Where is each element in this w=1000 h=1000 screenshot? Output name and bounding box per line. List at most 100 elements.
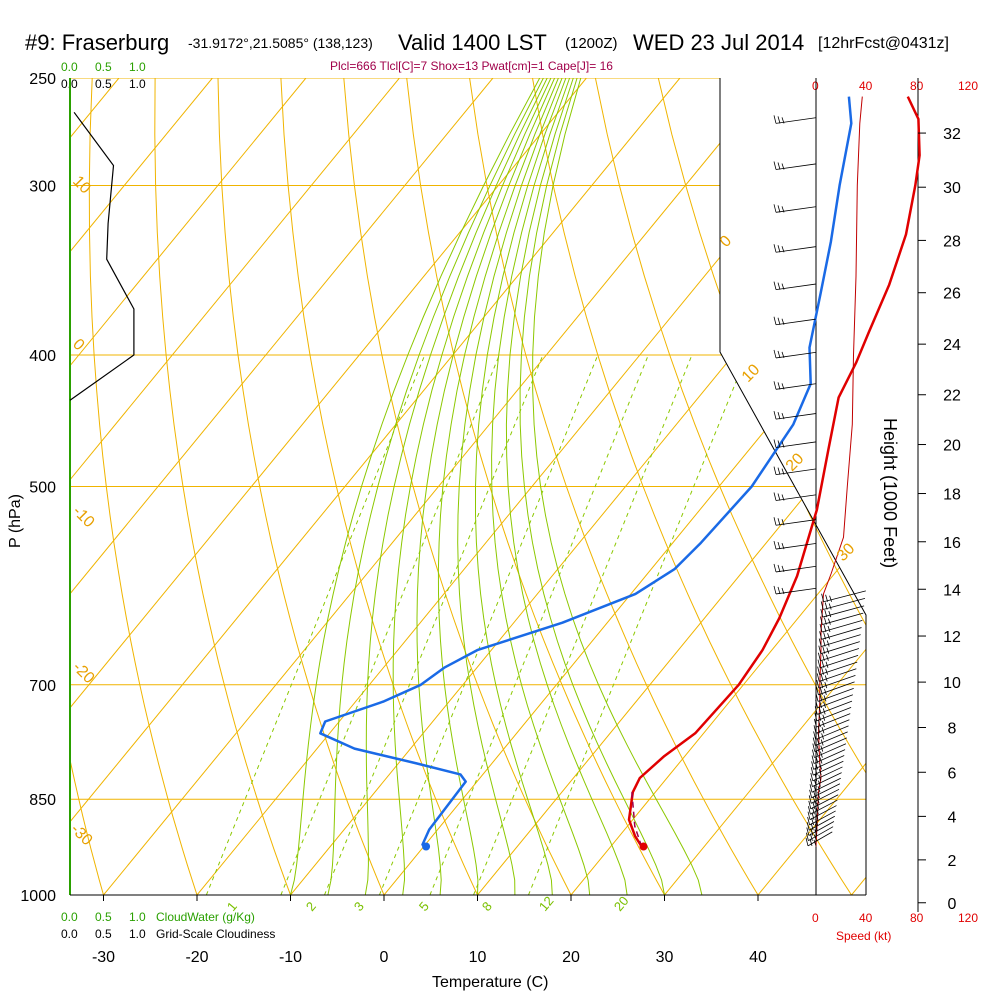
wind-barb-flag xyxy=(816,808,819,815)
wind-barb-flag xyxy=(821,733,824,740)
mixing-ratio-line xyxy=(429,354,649,895)
wind-barb-flag xyxy=(820,601,824,610)
wind-barb-flag xyxy=(809,784,813,793)
wind-profile xyxy=(773,96,866,847)
cloudiness-scale-top-1: 0.5 xyxy=(95,77,112,91)
wind-barb-flag xyxy=(818,713,822,721)
isotherm-label: 0 xyxy=(69,336,87,354)
wind-barb-flag xyxy=(817,786,821,793)
wind-barb-flag xyxy=(777,586,781,595)
wind-barb-staff xyxy=(775,441,816,448)
wind-barb-flag xyxy=(781,565,785,573)
wind-barb-flag xyxy=(814,824,818,831)
wind-barb-flag xyxy=(821,660,825,668)
wind-barb-flag xyxy=(773,349,777,359)
wind-barb-flag xyxy=(773,316,777,325)
parcel-trace-line xyxy=(631,792,643,847)
wind-barb-staff xyxy=(813,755,845,770)
isotherm-label: -20 xyxy=(69,659,97,687)
wind-barb-flag xyxy=(773,439,777,448)
wind-barb-flag xyxy=(781,206,785,213)
wind-barb-staff xyxy=(809,810,836,826)
mixing-ratio-line xyxy=(473,354,693,895)
pressure-tick-label: 400 xyxy=(29,348,56,365)
wind-barb-flag xyxy=(813,790,816,798)
dry-adiabat-line xyxy=(532,78,852,895)
moist-adiabat-line xyxy=(457,78,563,895)
wind-barb-flag xyxy=(813,725,817,734)
wind-barb-flag xyxy=(811,755,815,764)
wind-barb-flag xyxy=(824,609,828,618)
wind-barb-flag xyxy=(808,800,812,809)
wind-barb-staff xyxy=(808,821,835,836)
wind-barb-flag xyxy=(781,494,785,501)
moist-adiabat-line xyxy=(327,78,544,895)
wind-barb-flag xyxy=(773,381,777,390)
wind-barb-flag xyxy=(810,767,814,776)
speed-scale-top-1: 40 xyxy=(859,79,873,93)
mixing-ratio-line xyxy=(528,354,748,895)
wind-barb-flag xyxy=(818,707,822,715)
mixing-ratio-line xyxy=(280,354,500,895)
temperature-tick-label: 0 xyxy=(380,949,389,966)
wind-barb-flag xyxy=(816,797,820,804)
wind-barb-staff xyxy=(821,620,863,633)
wind-barb-flag xyxy=(817,726,821,734)
temperature-tick-label: 10 xyxy=(469,949,487,966)
wind-barb-staff xyxy=(811,777,841,793)
wind-barb-flag xyxy=(824,675,828,682)
wind-barb-staff xyxy=(807,831,833,847)
pressure-tick-label: 250 xyxy=(29,71,56,88)
wind-barb-flag xyxy=(827,625,831,633)
wind-barb-staff xyxy=(775,351,816,359)
dry-adiabat-line xyxy=(70,78,104,895)
wind-barb-flag xyxy=(816,738,820,746)
wind-barb-flag xyxy=(816,750,819,758)
cloudiness-scale-bottom-0: 0.0 xyxy=(61,927,78,941)
wind-barb-flag xyxy=(820,616,823,625)
height-tick-label: 18 xyxy=(943,487,961,504)
wind-barb-flag xyxy=(823,632,826,640)
dry-adiabat-line xyxy=(406,78,665,895)
sounding-profiles xyxy=(319,96,921,851)
wind-barb-flag xyxy=(773,281,777,290)
cloudwater-label: CloudWater (g/Kg) xyxy=(156,910,255,924)
isotherm-label: -10 xyxy=(69,503,97,531)
wind-barb-flag xyxy=(819,700,822,709)
wind-barb-flag xyxy=(777,518,781,526)
valid-time: Valid 1400 LST xyxy=(398,30,547,55)
wind-barb-flag xyxy=(822,714,826,721)
wind-barb-staff xyxy=(814,743,847,758)
wind-barb-flag xyxy=(781,246,785,253)
wind-barb-staff xyxy=(808,826,834,842)
wind-barb-flag xyxy=(811,761,814,770)
height-tick-label: 6 xyxy=(948,765,957,782)
wind-barb-flag xyxy=(824,682,828,689)
temperature-profile-line xyxy=(627,96,921,848)
wind-barb-staff xyxy=(816,707,852,722)
wind-barb-flag xyxy=(813,785,817,793)
wind-barb-flag xyxy=(811,817,814,826)
wind-barb-flag xyxy=(777,350,781,359)
cloudwater-scale-bottom-1: 0.5 xyxy=(95,910,112,924)
wind-barb-staff xyxy=(775,519,816,526)
cloudwater-scale-bottom-0: 0.0 xyxy=(61,910,78,924)
wind-barb-flag xyxy=(777,564,781,573)
isotherm-line xyxy=(70,78,400,895)
isotherm-line xyxy=(0,78,25,895)
wind-barb-flag xyxy=(816,673,820,682)
moist-adiabat-line xyxy=(437,78,559,895)
wind-barb-flag xyxy=(822,646,826,654)
wind-barb-flag xyxy=(777,162,781,170)
temperature-axis-label: Temperature (C) xyxy=(432,974,548,991)
cloudiness-line xyxy=(69,111,135,401)
wind-barb-flag xyxy=(773,540,777,550)
moist-adiabat-line xyxy=(290,78,541,895)
wind-barb-flag xyxy=(819,694,823,702)
height-tick-label: 32 xyxy=(943,126,961,143)
wind-barb-flag xyxy=(824,602,828,610)
zulu-time: (1200Z) xyxy=(565,35,618,52)
cloudwater-scale-top-1: 0.5 xyxy=(95,60,112,74)
wind-barb-staff xyxy=(820,648,860,662)
wind-barb-flag xyxy=(816,744,820,752)
